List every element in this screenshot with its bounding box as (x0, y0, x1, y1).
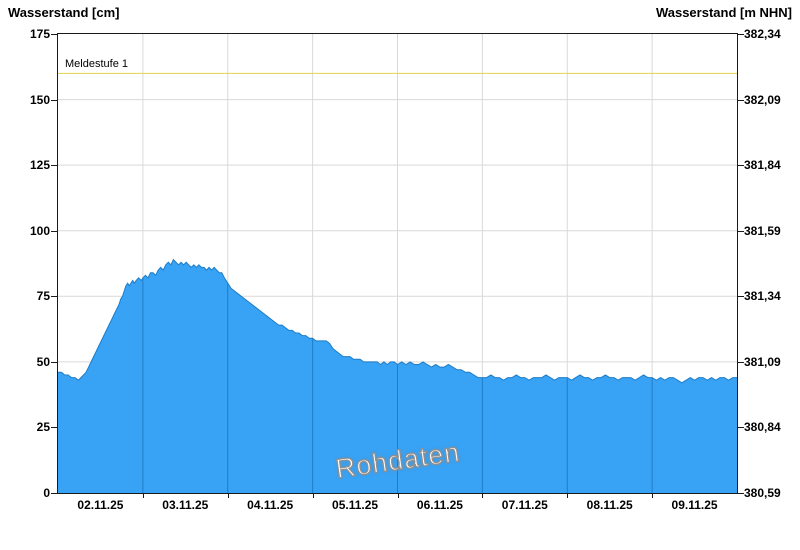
x-axis-date-label: 07.11.25 (501, 498, 548, 512)
axis-tick (228, 494, 229, 498)
axis-tick (51, 493, 57, 494)
y-left-tick-label: 25 (36, 420, 50, 435)
y-right-tick-label: 382,09 (744, 92, 781, 107)
y-left-tick-label: 50 (36, 354, 50, 369)
axis-tick (51, 100, 57, 101)
left-axis-title: Wasserstand [cm] (8, 5, 120, 20)
axis-tick (738, 231, 744, 232)
threshold-label: Meldestufe 1 (65, 58, 128, 71)
axis-tick (51, 231, 57, 232)
hydrograph-svg (58, 34, 737, 493)
x-axis-date-label: 02.11.25 (77, 498, 124, 512)
axis-tick (738, 296, 744, 297)
y-right-tick-label: 380,84 (744, 420, 781, 435)
axis-tick (482, 494, 483, 498)
axis-tick (51, 296, 57, 297)
axis-tick (51, 34, 57, 35)
x-axis-date-label: 03.11.25 (162, 498, 209, 512)
plot-area: Meldestufe 1 Rohdaten (57, 33, 738, 494)
axis-tick (51, 362, 57, 363)
x-axis-date-label: 09.11.25 (671, 498, 718, 512)
y-left-tick-label: 100 (29, 223, 50, 238)
y-right-tick-label: 382,34 (744, 27, 781, 41)
axis-tick (567, 494, 568, 498)
axis-tick (652, 494, 653, 498)
axis-tick (313, 494, 314, 498)
x-axis-date-label: 06.11.25 (416, 498, 463, 512)
x-axis-date-label: 05.11.25 (332, 498, 379, 512)
axis-tick (738, 427, 744, 428)
y-left-tick-label: 150 (29, 92, 50, 107)
y-left-tick-label: 125 (29, 158, 50, 173)
axis-tick (738, 100, 744, 101)
axis-tick (738, 493, 744, 494)
y-left-tick-label: 0 (43, 486, 50, 500)
axis-tick (738, 362, 744, 363)
y-right-tick-label: 381,09 (744, 354, 781, 369)
y-left-tick-label: 75 (36, 289, 50, 304)
axis-tick (738, 165, 744, 166)
y-right-tick-label: 380,59 (744, 486, 781, 500)
y-right-tick-label: 381,84 (744, 158, 781, 173)
right-axis-title: Wasserstand [m NHN] (655, 5, 792, 20)
y-left-tick-label: 175 (29, 27, 50, 41)
x-axis-date-label: 04.11.25 (247, 498, 294, 512)
y-right-tick-label: 381,59 (744, 223, 781, 238)
x-axis-date-label: 08.11.25 (586, 498, 633, 512)
axis-tick (398, 494, 399, 498)
axis-tick (51, 427, 57, 428)
y-right-tick-label: 381,34 (744, 289, 781, 304)
axis-tick (51, 165, 57, 166)
axis-tick (143, 494, 144, 498)
axis-tick (738, 34, 744, 35)
